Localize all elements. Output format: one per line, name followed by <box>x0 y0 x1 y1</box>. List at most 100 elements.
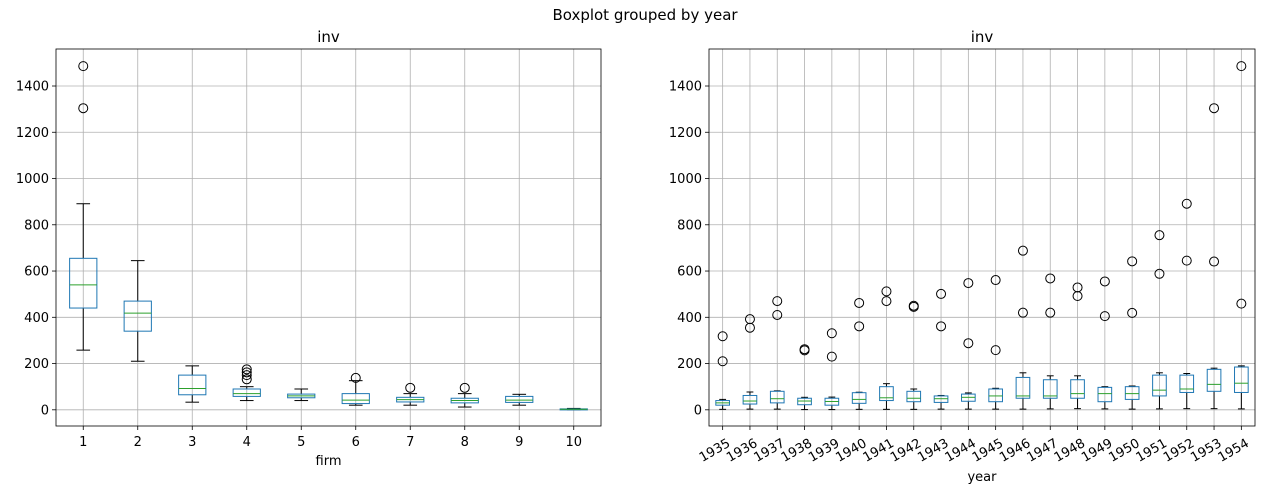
x-tick-label: 5 <box>297 435 305 450</box>
y-tick-label: 200 <box>24 357 49 372</box>
axes-frame <box>708 48 1256 427</box>
outlier-point <box>936 288 947 299</box>
box <box>1070 379 1085 399</box>
x-tick-label: 10 <box>565 435 582 450</box>
x-tick-label: 7 <box>406 435 414 450</box>
outlier-point <box>1154 230 1165 241</box>
box <box>851 392 867 404</box>
outlier-point <box>881 296 892 307</box>
box <box>1042 379 1058 399</box>
outlier-point <box>1181 255 1192 266</box>
box <box>69 257 98 309</box>
y-tick-label: 600 <box>24 265 49 280</box>
outlier-point <box>1209 256 1220 267</box>
axes-frame <box>55 48 602 427</box>
x-tick-label: 6 <box>352 435 360 450</box>
y-tick-label: 1400 <box>16 80 49 95</box>
box <box>988 388 1003 403</box>
x-tick-label: 4 <box>243 435 251 450</box>
outlier-point <box>963 338 974 349</box>
outlier-point <box>1236 61 1247 72</box>
axes-title: inv <box>971 28 994 46</box>
x-axis-label: firm <box>316 454 342 469</box>
box <box>1179 374 1195 393</box>
outlier-point <box>990 275 1001 286</box>
outlier-point <box>717 356 728 367</box>
outlier-point <box>1099 311 1110 322</box>
box <box>1206 368 1222 392</box>
outlier-point <box>990 345 1001 356</box>
outlier-point <box>772 309 783 320</box>
outlier-point <box>405 382 416 393</box>
outlier-point <box>1127 307 1138 318</box>
outlier-point <box>241 374 252 385</box>
x-tick-label: 2 <box>134 435 142 450</box>
outlier-point <box>799 344 810 355</box>
outlier-point <box>1045 273 1056 284</box>
outlier-point <box>826 328 837 339</box>
x-tick-label: 1 <box>79 435 87 450</box>
x-tick-label: 3 <box>188 435 196 450</box>
box <box>906 390 922 403</box>
box <box>123 300 152 332</box>
y-tick-label: 200 <box>677 357 702 372</box>
outlier-point <box>881 286 892 297</box>
y-tick-label: 400 <box>677 311 702 326</box>
outlier-point <box>717 331 728 342</box>
outlier-point <box>1154 268 1165 279</box>
box <box>1124 386 1140 400</box>
outlier-point <box>1017 245 1028 256</box>
y-tick-label: 1400 <box>669 80 702 95</box>
box <box>232 388 261 397</box>
box <box>1152 374 1167 397</box>
outlier-point <box>963 278 974 289</box>
box <box>1015 376 1031 399</box>
x-tick-label: 8 <box>461 435 469 450</box>
y-tick-label: 400 <box>24 311 49 326</box>
y-tick-label: 0 <box>41 403 49 418</box>
box <box>178 374 207 396</box>
y-tick-label: 1000 <box>669 172 702 187</box>
axes-title: inv <box>317 28 340 46</box>
outlier-point <box>241 370 252 381</box>
y-tick-label: 1200 <box>669 126 702 141</box>
outlier-point <box>1099 276 1110 287</box>
outlier-point <box>854 297 865 308</box>
outlier-point <box>854 321 865 332</box>
outlier-point <box>78 103 89 114</box>
y-tick-label: 800 <box>24 218 49 233</box>
box <box>505 395 534 403</box>
box <box>341 393 370 405</box>
outlier-point <box>1236 298 1247 309</box>
outlier-point <box>908 300 919 311</box>
y-tick-label: 600 <box>677 265 702 280</box>
outlier-point <box>1017 307 1028 318</box>
outlier-point <box>241 364 252 375</box>
outlier-point <box>1045 307 1056 318</box>
outlier-point <box>459 382 470 393</box>
y-tick-label: 1000 <box>16 172 49 187</box>
outlier-point <box>1209 103 1220 114</box>
box <box>769 390 785 404</box>
outlier-point <box>936 321 947 332</box>
outlier-point <box>241 367 252 378</box>
x-tick-label: 1954 <box>1216 436 1252 466</box>
box <box>742 394 758 405</box>
outlier-point <box>1127 256 1138 267</box>
outlier-point <box>744 314 755 325</box>
x-axis-label: year <box>967 470 997 485</box>
figure-title: Boxplot grouped by year <box>552 6 738 24</box>
y-tick-label: 800 <box>677 218 702 233</box>
outlier-point <box>350 372 361 383</box>
outlier-point <box>78 61 89 72</box>
outlier-point <box>1072 282 1083 293</box>
y-tick-label: 1200 <box>16 126 49 141</box>
y-tick-label: 0 <box>694 403 702 418</box>
outlier-point <box>1181 198 1192 209</box>
box <box>1234 366 1249 393</box>
box <box>879 386 894 402</box>
x-tick-label: 9 <box>515 435 523 450</box>
box <box>1097 386 1113 403</box>
outlier-point <box>826 351 837 362</box>
